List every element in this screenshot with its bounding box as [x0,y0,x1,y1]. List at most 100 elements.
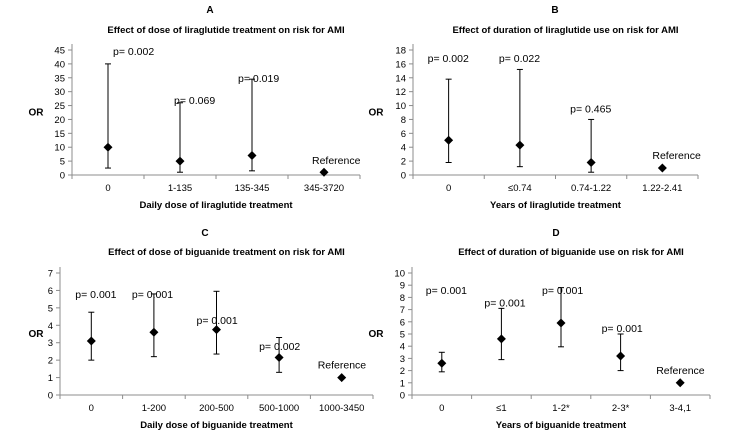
y-tick-label: 7 [400,305,405,316]
chart-title: Effect of duration of biguanide use on r… [458,247,684,258]
y-tick-label: 2 [400,366,405,377]
x-tick-label: 0 [105,183,110,194]
y-tick-label: 10 [395,101,406,112]
y-tick-label: 0 [401,171,406,182]
x-axis-title: Years of biguanide treatment [496,420,627,431]
data-point [675,378,685,388]
reference-label: Reference [312,155,361,167]
x-tick-label: 1-135 [168,183,192,194]
y-tick-label: 14 [395,73,406,84]
y-tick-label: 5 [400,330,405,341]
y-tick-label: 0 [60,171,65,182]
y-tick-label: 12 [395,87,406,98]
x-tick-label: ≤0.74 [508,183,532,194]
y-tick-label: 0 [400,391,405,402]
y-axis-title: OR [369,108,385,119]
x-tick-label: 0.74-1.22 [571,183,611,194]
y-tick-label: 7 [48,269,53,280]
y-tick-label: 16 [395,59,406,70]
data-point [657,163,667,173]
p-value-label: p= 0.001 [602,323,643,335]
reference-label: Reference [652,150,701,162]
y-tick-label: 10 [394,269,405,280]
y-tick-label: 40 [54,59,65,70]
y-tick-label: 35 [54,73,65,84]
y-tick-label: 30 [54,87,65,98]
y-tick-label: 4 [401,143,406,154]
y-tick-label: 25 [54,101,65,112]
data-point [496,334,506,344]
x-tick-label: 0 [446,183,451,194]
data-point [337,373,347,383]
x-tick-label: 2-3* [612,403,630,414]
data-point [616,351,626,361]
y-tick-label: 8 [400,293,405,304]
x-axis-title: Years of liraglutide treatment [490,200,622,211]
data-point [586,158,596,167]
data-point [444,135,454,145]
y-tick-label: 2 [48,356,53,367]
p-value-label: p= 0.001 [75,289,116,301]
p-value-label: p= 0.019 [238,73,279,85]
data-point [274,353,284,363]
y-tick-label: 20 [54,115,65,126]
y-tick-label: 4 [400,342,405,353]
y-tick-label: 10 [54,143,65,154]
x-tick-label: 1.22-2.41 [642,183,682,194]
data-point [103,142,113,152]
chart-title: Effect of duration of liraglutide use on… [452,25,678,36]
y-tick-label: 9 [400,281,405,292]
y-tick-label: 0 [48,391,53,402]
p-value-label: p= 0.002 [113,46,154,58]
x-tick-label: 0 [439,403,444,414]
y-tick-label: 2 [401,157,406,168]
x-tick-label: 200-500 [199,403,234,414]
p-value-label: p= 0.465 [570,103,611,115]
y-tick-label: 3 [48,338,53,349]
y-tick-label: 6 [400,317,405,328]
y-tick-label: 6 [48,286,53,297]
data-point [319,167,329,177]
data-point [175,156,185,166]
reference-label: Reference [656,365,705,377]
p-value-label: p= 0.002 [259,341,300,353]
y-tick-label: 5 [60,157,65,168]
p-value-label: p= 0.001 [132,289,173,301]
p-value-label: p= 0.022 [499,53,540,65]
data-point [556,318,566,328]
reference-label: Reference [318,360,367,372]
p-value-label: p= 0.001 [197,315,238,327]
y-tick-label: 8 [401,115,406,126]
panel-letter: C [201,228,208,239]
data-point [149,327,159,337]
y-tick-label: 3 [400,354,405,365]
p-value-label: p= 0.001 [426,285,467,297]
panel-letter: A [206,5,213,16]
chart-panel-a: A Effect of dose of liraglutide treatment… [29,5,361,211]
x-tick-label: 0 [89,403,94,414]
data-point [437,358,447,368]
x-tick-label: 1-200 [142,403,166,414]
y-tick-label: 1 [400,378,405,389]
x-axis-title: Daily dose of liraglutide treatment [139,200,293,211]
y-tick-label: 6 [401,129,406,140]
y-axis-title: OR [29,108,45,119]
x-axis-title: Daily dose of biguanide treatment [140,420,293,431]
y-tick-label: 1 [48,373,53,384]
x-tick-label: 3-4,1 [669,403,691,414]
panel-letter: B [551,5,558,16]
x-tick-label: 135-345 [235,183,270,194]
y-tick-label: 4 [48,321,53,332]
p-value-label: p= 0.002 [428,53,469,65]
x-tick-label: 1-2* [552,403,570,414]
y-tick-label: 5 [48,303,53,314]
y-tick-label: 45 [54,46,65,57]
x-tick-label: 1000-3450 [319,403,364,414]
chart-panel-b: B Effect of duration of liraglutide use o… [369,5,701,211]
p-value-label: p= 0.001 [542,285,583,297]
panel-letter: D [552,228,559,239]
chart-panel-c: C Effect of dose of biguanide treatment o… [29,228,374,431]
chart-panel-d: D Effect of duration of biguanide use on … [369,228,711,431]
